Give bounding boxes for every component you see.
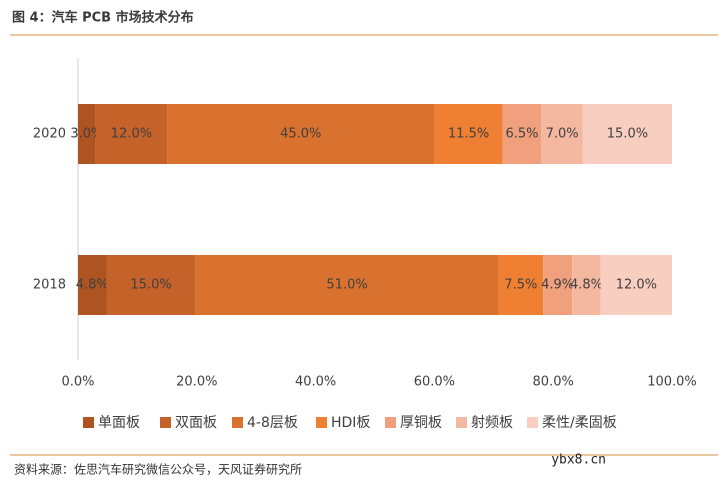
legend-label: 双面板 [175, 415, 217, 431]
value-label: 4.9% [541, 278, 574, 293]
legend-swatch [385, 417, 396, 428]
bar-segment [572, 255, 601, 315]
value-label: 45.0% [280, 127, 321, 142]
value-label: 6.5% [505, 127, 538, 142]
category-label: 2020 [33, 127, 66, 142]
figure-title: 图 4：汽车 PCB 市场技术分布 [12, 10, 194, 26]
bar-segment [195, 255, 499, 315]
legend-label: 4-8层板 [247, 415, 298, 431]
legend-label: HDI板 [331, 415, 370, 431]
bar-segment [167, 104, 435, 164]
category-label: 2018 [33, 278, 66, 293]
bar-segment [95, 104, 168, 164]
bar-segment [78, 255, 107, 315]
value-label: 12.0% [111, 127, 152, 142]
x-tick-label: 60.0% [414, 375, 455, 390]
bar-segment [582, 104, 672, 164]
bar-segment [106, 255, 196, 315]
value-label: 15.0% [130, 278, 171, 293]
value-label: 7.5% [504, 278, 537, 293]
bar-segment [78, 104, 96, 164]
legend-swatch [232, 417, 243, 428]
value-label: 12.0% [616, 278, 657, 293]
value-label: 4.8% [570, 278, 603, 293]
legend-label: 柔性/柔固板 [542, 415, 617, 431]
value-label: 7.0% [546, 127, 579, 142]
x-tick-label: 80.0% [533, 375, 574, 390]
legend-swatch [527, 417, 538, 428]
watermark: ybx8.cn [551, 453, 606, 468]
value-label: 11.5% [448, 127, 489, 142]
legend-label: 射频板 [471, 415, 513, 431]
legend-swatch [83, 417, 94, 428]
value-label: 4.8% [76, 278, 109, 293]
legend-label: 单面板 [98, 415, 140, 431]
legend-swatch [160, 417, 171, 428]
x-tick-label: 100.0% [647, 375, 697, 390]
bar-segment [541, 104, 583, 164]
bar-segment [498, 255, 544, 315]
x-tick-label: 20.0% [176, 375, 217, 390]
legend-swatch [456, 417, 467, 428]
source-note: 资料来源：佐思汽车研究微信公众号，天风证券研究所 [14, 462, 302, 477]
bar-segment [600, 255, 672, 315]
bar-segment [543, 255, 573, 315]
x-tick-label: 0.0% [61, 375, 94, 390]
legend-label: 厚铜板 [400, 415, 442, 431]
bar-segment [434, 104, 503, 164]
bar-segment [502, 104, 542, 164]
x-tick-label: 40.0% [295, 375, 336, 390]
legend-swatch [316, 417, 327, 428]
value-label: 3.0% [70, 127, 103, 142]
value-label: 51.0% [326, 278, 367, 293]
value-label: 15.0% [607, 127, 648, 142]
